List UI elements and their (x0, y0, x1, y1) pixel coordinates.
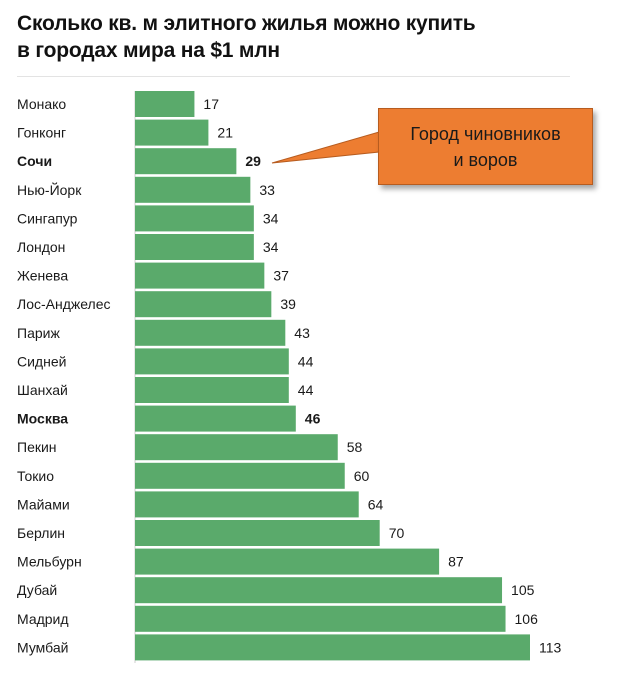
bar (135, 434, 338, 461)
bar (135, 91, 195, 117)
bar (135, 205, 254, 232)
value-label: 70 (389, 525, 405, 541)
bar-row: Москва 46 (17, 405, 321, 432)
value-label: 58 (347, 439, 363, 455)
callout-box: Город чиновников и воров (378, 108, 593, 185)
bar-row: Лос-Анджелес 39 (17, 291, 296, 318)
bar-row: Монако 17 (17, 91, 219, 117)
category-label: Монако (17, 96, 66, 112)
category-label: Сингапур (17, 210, 78, 226)
category-label: Мельбурн (17, 554, 82, 570)
value-label: 21 (217, 125, 233, 141)
category-label: Берлин (17, 525, 65, 541)
value-label: 113 (539, 639, 562, 655)
value-label: 60 (354, 468, 370, 484)
value-label: 17 (203, 96, 219, 112)
chart-title: Сколько кв. м элитного жилья можно купит… (17, 12, 476, 62)
bar (135, 234, 254, 260)
category-label: Женева (17, 268, 68, 284)
value-label: 33 (259, 182, 275, 198)
bar-row: Сидней 44 (17, 348, 314, 375)
bar (135, 491, 359, 518)
category-label: Майами (17, 496, 70, 512)
bar (135, 634, 530, 661)
category-label: Париж (17, 325, 60, 341)
category-label: Сидней (17, 353, 66, 369)
bar (135, 548, 440, 575)
value-label: 44 (298, 382, 314, 398)
value-label: 105 (511, 582, 535, 598)
bar (135, 605, 506, 632)
category-label: Нью-Йорк (17, 181, 82, 198)
value-label: 37 (273, 268, 289, 284)
bar-row: Женева 37 (17, 262, 289, 289)
callout-text: Город чиновников и воров (410, 123, 561, 170)
bar-row: Лондон 34 (17, 234, 279, 260)
bar-row: Мумбай 113 (17, 634, 562, 661)
bar-row: Мадрид 106 (17, 605, 539, 632)
value-label: 34 (263, 239, 279, 255)
value-label: 43 (294, 325, 310, 341)
value-label: 44 (298, 353, 314, 369)
category-label: Дубай (17, 582, 57, 598)
bar-row: Шанхай 44 (17, 377, 314, 403)
category-label: Сочи (17, 153, 52, 169)
bar (135, 319, 286, 346)
bar-row: Нью-Йорк 33 (17, 176, 275, 203)
bar-row: Берлин 70 (17, 520, 404, 546)
bar-row: Токио 60 (17, 462, 370, 489)
category-label: Москва (17, 411, 68, 427)
bar-row: Сингапур 34 (17, 205, 279, 232)
bar (135, 377, 289, 403)
category-label: Пекин (17, 439, 57, 455)
value-label: 46 (305, 411, 321, 427)
value-label: 34 (263, 210, 279, 226)
category-label: Мадрид (17, 611, 69, 627)
bar (135, 291, 272, 318)
bar (135, 119, 209, 146)
title-divider (17, 76, 570, 77)
value-label: 106 (515, 611, 539, 627)
category-label: Токио (17, 468, 54, 484)
bar (135, 176, 251, 203)
value-label: 87 (448, 554, 464, 570)
bar (135, 148, 237, 175)
bar (135, 262, 265, 289)
bar-row: Дубай 105 (17, 577, 535, 604)
category-label: Лондон (17, 239, 65, 255)
category-label: Гонконг (17, 125, 66, 141)
value-label: 29 (245, 153, 261, 169)
bar (135, 405, 296, 432)
bar-row: Пекин 58 (17, 434, 363, 461)
value-label: 64 (368, 496, 384, 512)
bar-row: Париж 43 (17, 319, 310, 346)
category-label: Лос-Анджелес (17, 296, 111, 312)
bar (135, 348, 289, 375)
bar-row: Мельбурн 87 (17, 548, 464, 575)
bar-row: Майами 64 (17, 491, 384, 518)
bar (135, 462, 345, 489)
category-label: Мумбай (17, 639, 68, 655)
category-label: Шанхай (17, 382, 68, 398)
bar (135, 520, 380, 546)
bar (135, 577, 503, 604)
bar-row: Гонконг 21 (17, 119, 233, 146)
value-label: 39 (280, 296, 296, 312)
bar-row: Сочи 29 (17, 148, 261, 175)
